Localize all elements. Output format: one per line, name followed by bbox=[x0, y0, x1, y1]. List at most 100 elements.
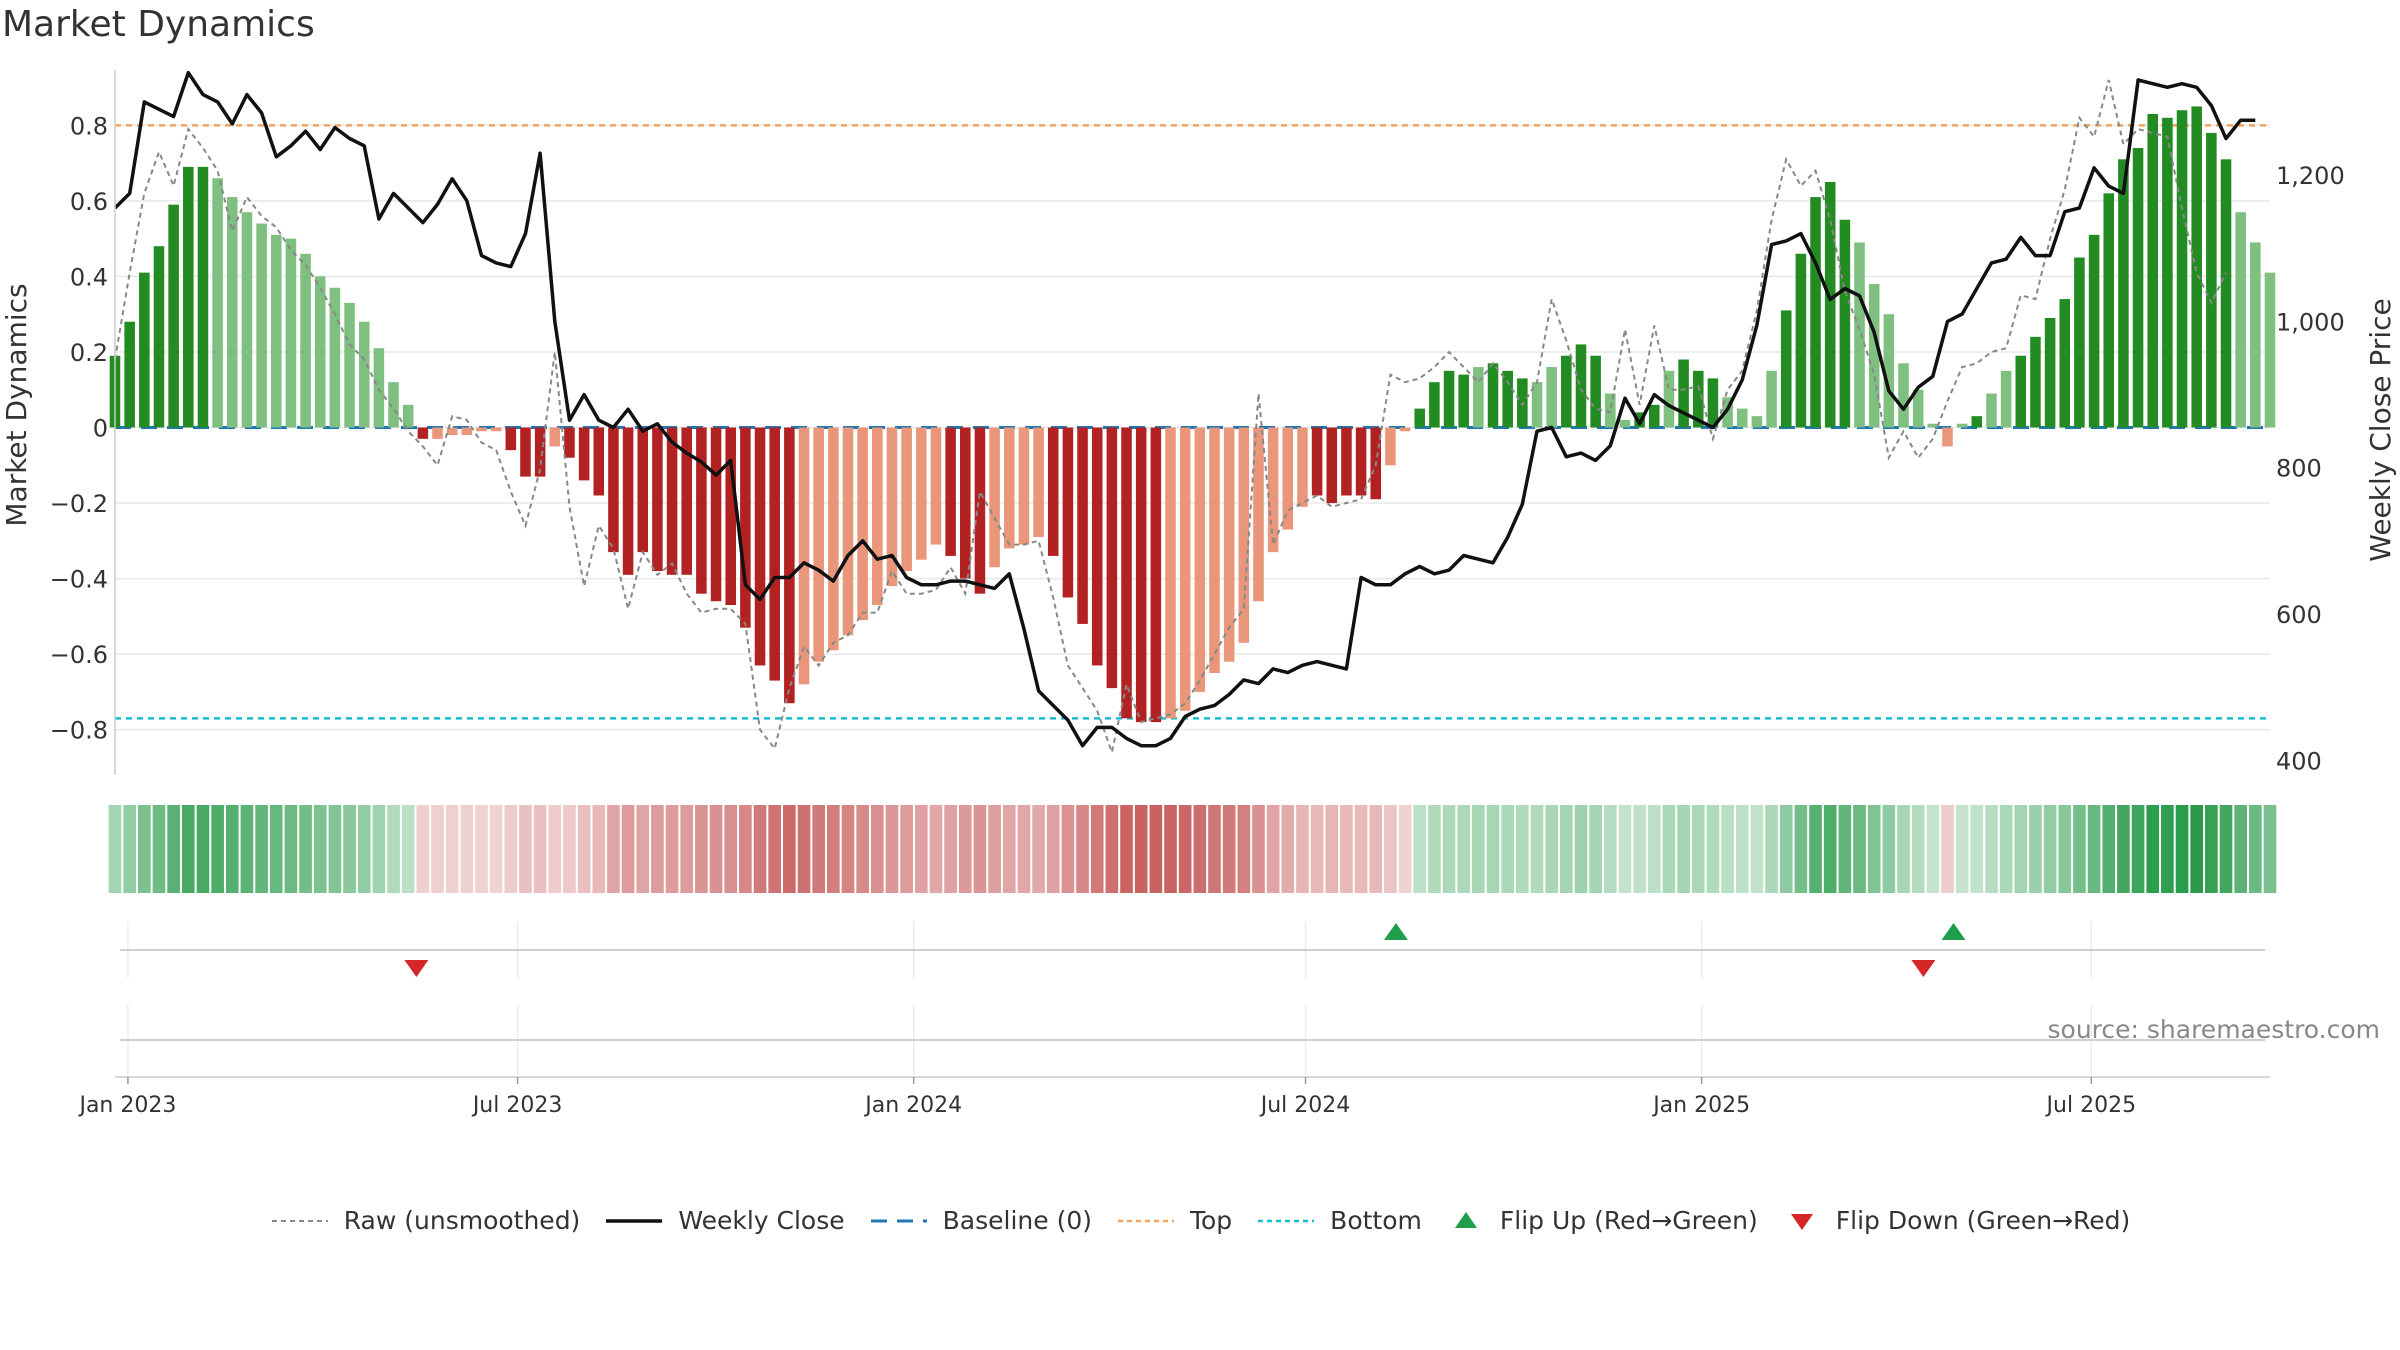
heat-cell bbox=[225, 805, 239, 893]
heat-cell bbox=[1750, 805, 1764, 893]
heat-cell bbox=[1926, 805, 1940, 893]
heat-cell bbox=[2190, 805, 2204, 893]
heat-cell bbox=[269, 805, 283, 893]
heat-cell bbox=[1691, 805, 1705, 893]
heat-cell bbox=[1985, 805, 1998, 893]
dynamics-bar bbox=[285, 238, 297, 428]
dynamics-bar bbox=[417, 427, 429, 439]
dynamics-bar bbox=[1590, 355, 1601, 428]
dynamics-bar bbox=[373, 348, 385, 428]
heat-cell bbox=[181, 805, 195, 893]
dynamics-bar bbox=[212, 178, 223, 428]
heat-cell bbox=[1589, 805, 1602, 893]
dynamics-bar bbox=[901, 427, 912, 572]
heat-strip bbox=[108, 805, 2277, 893]
legend-top-swatch bbox=[1117, 1219, 1174, 1222]
y-right-tick-label: 800 bbox=[2276, 455, 2322, 483]
source-credit: source: sharemaestro.com bbox=[2047, 1015, 2381, 1044]
dynamics-bar bbox=[153, 246, 165, 428]
y-right-tick-label: 1,200 bbox=[2276, 162, 2345, 190]
heat-cell bbox=[548, 805, 562, 893]
heat-cell bbox=[1105, 805, 1119, 893]
y-left-tick-label: −0.2 bbox=[50, 490, 108, 518]
heat-cell bbox=[900, 805, 913, 893]
dynamics-bar bbox=[1355, 427, 1367, 496]
dynamics-bar bbox=[1707, 378, 1719, 428]
heat-cell bbox=[2249, 805, 2262, 893]
heat-cell bbox=[1369, 805, 1383, 893]
y-left-tick-label: −0.8 bbox=[50, 717, 108, 745]
heat-cell bbox=[1516, 805, 1529, 893]
heat-cell bbox=[445, 805, 459, 893]
y-left-tick-label: 0.4 bbox=[70, 263, 108, 291]
legend-baseline-swatch bbox=[870, 1219, 927, 1222]
dynamics-bar bbox=[1399, 427, 1411, 432]
dynamics-bar bbox=[769, 427, 780, 681]
dynamics-bar bbox=[1179, 427, 1191, 711]
dynamics-bar bbox=[1912, 389, 1924, 428]
dynamics-bar bbox=[1150, 427, 1162, 723]
heat-cell bbox=[988, 805, 1001, 893]
y-axis-right-label: Weekly Close Price bbox=[2364, 298, 2397, 561]
flip-down-icon bbox=[1790, 1213, 1813, 1230]
dynamics-bar bbox=[314, 276, 326, 428]
dynamics-bar bbox=[637, 427, 649, 553]
heat-cell bbox=[2161, 805, 2174, 893]
heat-cell bbox=[1823, 805, 1837, 893]
heat-cell bbox=[709, 805, 723, 893]
dynamics-bar bbox=[1091, 427, 1103, 666]
dynamics-bar bbox=[1986, 393, 1997, 428]
heat-cell bbox=[1090, 805, 1104, 893]
heat-cell bbox=[196, 805, 210, 893]
heat-cell bbox=[1178, 805, 1192, 893]
heat-cell bbox=[944, 805, 957, 893]
dynamics-bar bbox=[520, 427, 531, 477]
heat-cell bbox=[1735, 805, 1749, 893]
heat-cell bbox=[2043, 805, 2057, 893]
dynamics-bar bbox=[241, 212, 253, 428]
dynamics-bar bbox=[2147, 113, 2158, 428]
legend-top-label: Top bbox=[1189, 1206, 1233, 1235]
heat-cell bbox=[1281, 805, 1295, 893]
heat-cell bbox=[1413, 805, 1427, 893]
x-tick-label: Jan 2025 bbox=[1651, 1093, 1750, 1118]
legend-item-close: Weekly Close bbox=[604, 1206, 845, 1235]
x-tick-label: Jul 2024 bbox=[1259, 1093, 1351, 1118]
dynamics-bar bbox=[2118, 159, 2129, 428]
x-tick-label: Jul 2023 bbox=[471, 1093, 563, 1118]
heat-cell bbox=[1252, 805, 1265, 893]
dynamics-bar bbox=[183, 166, 194, 428]
heat-cell bbox=[665, 805, 679, 893]
dynamics-bar bbox=[666, 427, 678, 575]
heat-cell bbox=[885, 805, 899, 893]
dynamics-bar bbox=[1751, 416, 1763, 428]
dynamics-bar bbox=[1487, 363, 1499, 428]
heat-cell bbox=[1442, 805, 1456, 893]
dynamics-bar bbox=[886, 427, 898, 587]
dynamics-bar bbox=[2059, 299, 2071, 428]
heat-cell bbox=[2058, 805, 2072, 893]
heat-cell bbox=[533, 805, 547, 893]
legend-raw-label: Raw (unsmoothed) bbox=[343, 1206, 581, 1235]
heat-cell bbox=[211, 805, 224, 893]
heat-cell bbox=[1603, 805, 1617, 893]
dynamics-bar bbox=[1810, 197, 1821, 428]
heat-cell bbox=[2234, 805, 2248, 893]
heat-cell bbox=[1002, 805, 1016, 893]
dynamics-bar bbox=[1619, 419, 1631, 428]
heat-cell bbox=[621, 805, 635, 893]
heat-cell bbox=[1310, 805, 1324, 893]
heat-cell bbox=[240, 805, 254, 893]
dynamics-bar bbox=[1766, 370, 1777, 428]
dynamics-bar bbox=[2088, 234, 2100, 428]
dynamics-bar bbox=[1971, 416, 1983, 428]
heat-cell bbox=[519, 805, 532, 893]
dynamics-bar bbox=[974, 427, 986, 594]
dynamics-bar bbox=[872, 427, 883, 606]
dynamics-bar bbox=[2030, 336, 2041, 428]
dynamics-bar bbox=[1121, 427, 1132, 719]
heat-cell bbox=[1530, 805, 1544, 893]
heat-cell bbox=[870, 805, 884, 893]
dynamics-bar bbox=[2000, 370, 2012, 428]
